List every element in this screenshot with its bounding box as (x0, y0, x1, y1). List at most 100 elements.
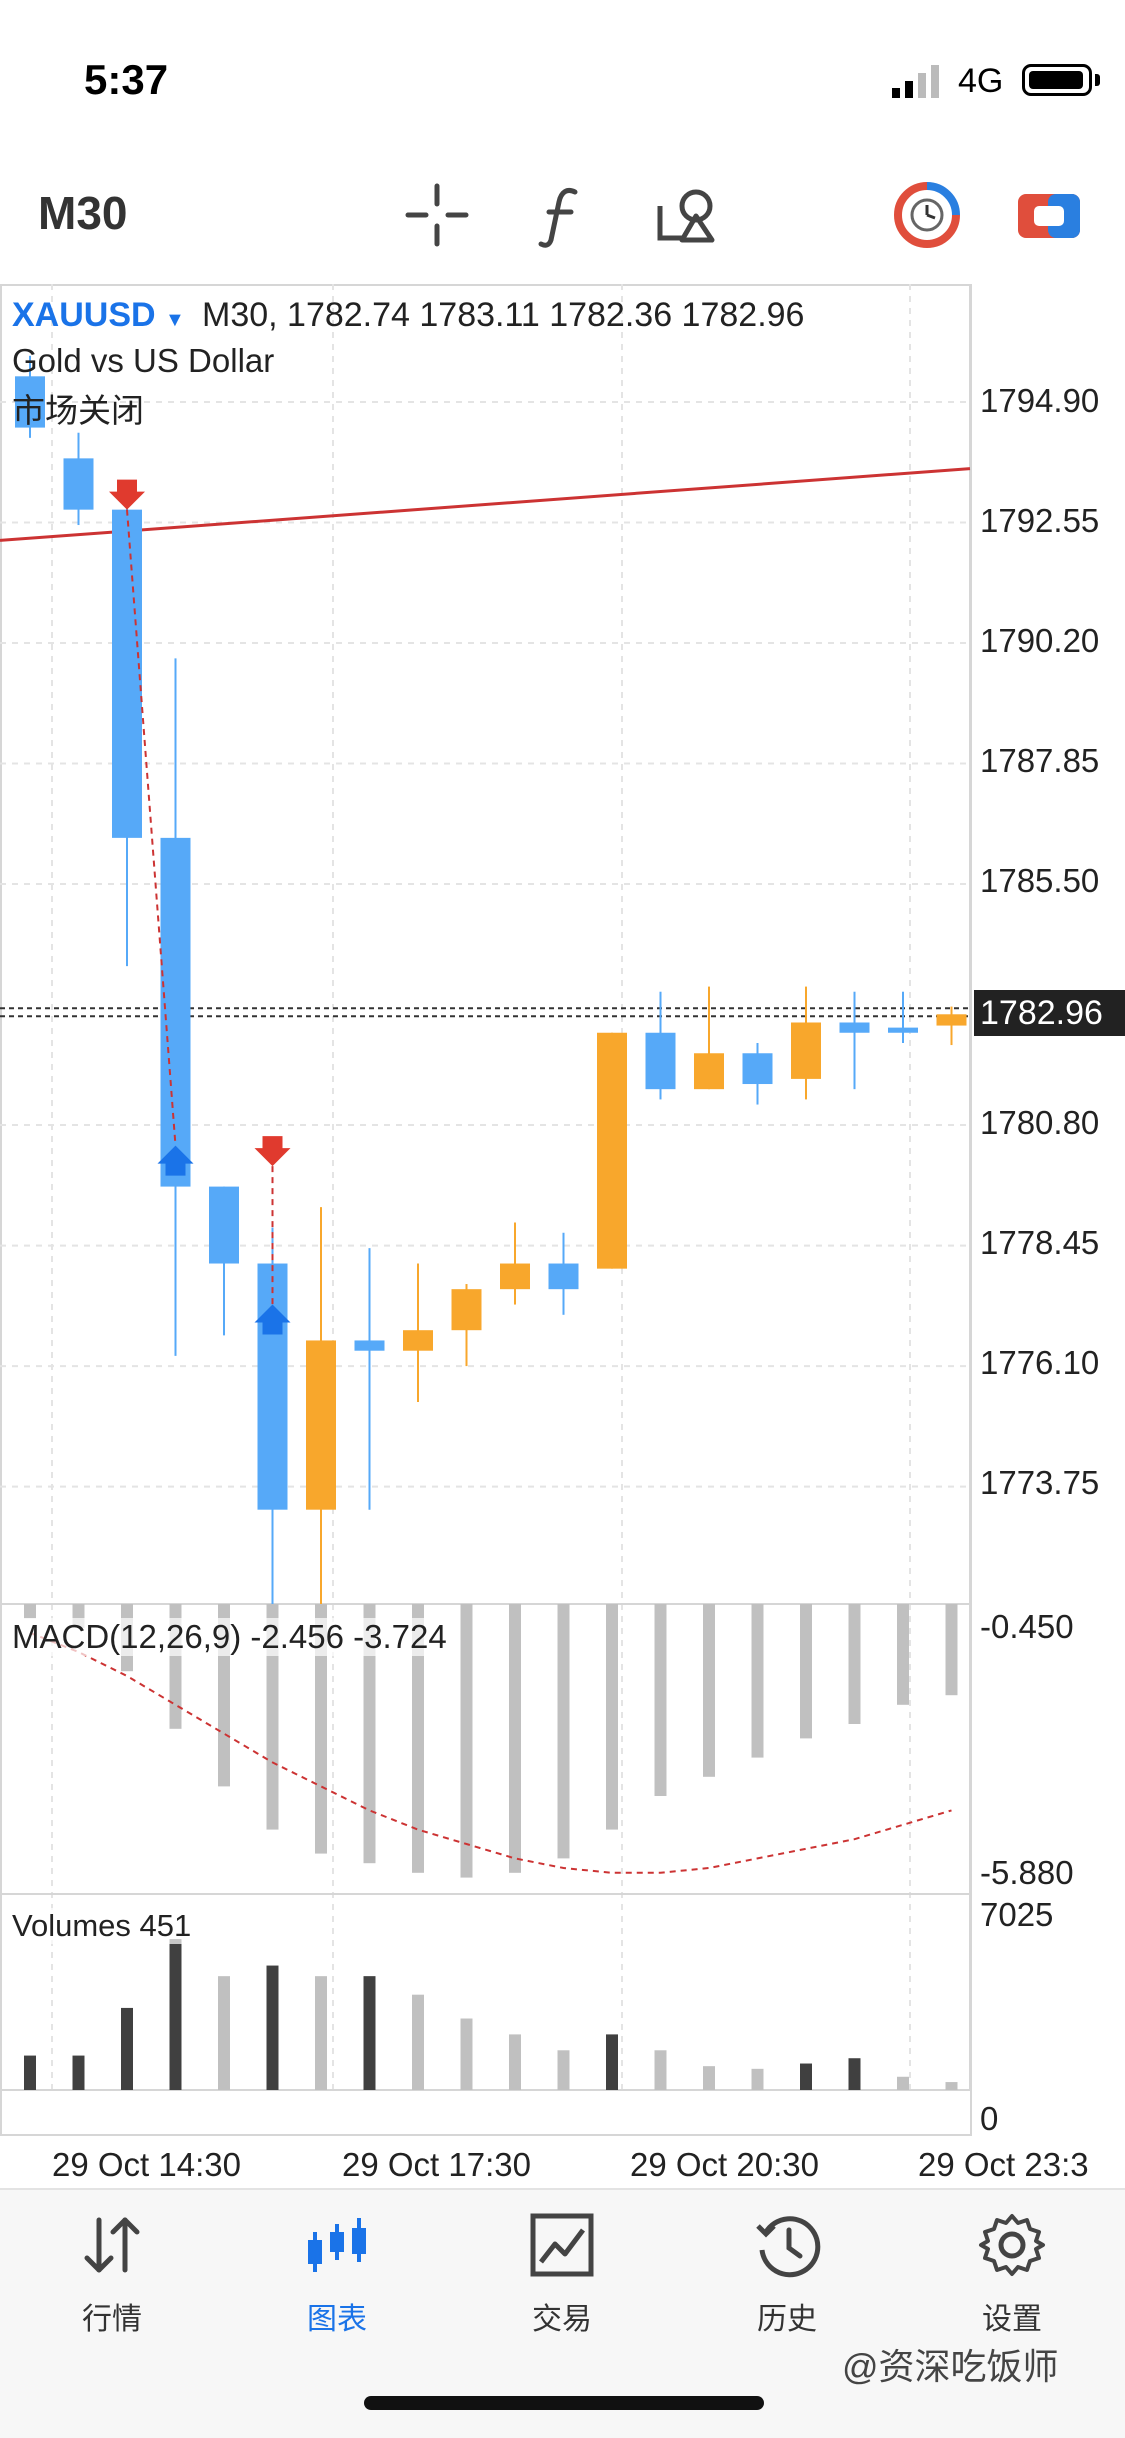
tab-settings[interactable]: 设置 (942, 2210, 1082, 2338)
time-tick: 29 Oct 23:3 (918, 2146, 1089, 2183)
volume-bar (315, 1976, 327, 2090)
dropdown-arrow-icon: ▼ (165, 309, 185, 331)
candle-body (354, 1340, 385, 1351)
time-tick: 29 Oct 20:30 (630, 2146, 819, 2183)
volume-bar (218, 1976, 230, 2090)
trade-toggle-icon[interactable] (1014, 180, 1084, 250)
volume-bar (509, 2034, 521, 2090)
price-tick: 1790.20 (980, 622, 1100, 659)
volume-bar (72, 2055, 85, 2090)
volume-bar (557, 2050, 570, 2090)
network-label: 4G (958, 62, 1004, 100)
macd-bar (24, 1604, 36, 1619)
volume-bar (24, 2055, 36, 2090)
symbol-selector[interactable]: XAUUSD ▼ (12, 296, 185, 335)
volume-bar (606, 2034, 618, 2090)
time-tick: 29 Oct 17:30 (342, 2146, 531, 2183)
volume-bar (654, 2050, 667, 2090)
tab-history[interactable]: 历史 (717, 2210, 857, 2338)
symbol-description: Gold vs US Dollar (12, 342, 275, 379)
trend-line (0, 467, 971, 542)
macd-bar (945, 1604, 958, 1696)
candle-body (63, 458, 94, 510)
market-status: 市场关闭 (12, 392, 144, 429)
history-icon (756, 2216, 821, 2278)
timeframe-button[interactable]: M30 (38, 187, 128, 239)
function-icon[interactable] (527, 180, 597, 250)
price-tick: 1780.80 (980, 1104, 1100, 1141)
candle-body (839, 1022, 870, 1033)
price-tick: 1776.10 (980, 1344, 1100, 1381)
symbol-name: XAUUSD (12, 296, 156, 334)
volume-bar (169, 1939, 182, 2090)
price-tick: 1794.90 (980, 382, 1100, 419)
trade-icon (530, 2213, 594, 2277)
macd-bar (848, 1604, 861, 1724)
candle-body (500, 1263, 530, 1290)
time-tick: 29 Oct 14:30 (52, 2146, 241, 2183)
signal-icon (892, 65, 939, 98)
quotes-icon (84, 2217, 140, 2273)
tab-chart[interactable]: 图表 (267, 2210, 407, 2338)
current-price-badge: 1782.96 (974, 990, 1125, 1036)
volume-bar (945, 2082, 958, 2090)
price-tick: 1792.55 (980, 502, 1100, 539)
macd-bar (412, 1604, 424, 1873)
macd-bar (363, 1604, 376, 1864)
candle-body (112, 509, 142, 838)
price-tick: 1778.45 (980, 1224, 1100, 1261)
candle-body (209, 1186, 239, 1264)
macd-bar (606, 1604, 618, 1830)
tab-label: 交易 (532, 2303, 592, 2336)
home-indicator[interactable] (364, 2396, 764, 2410)
macd-tick: -0.450 (980, 1608, 1074, 1645)
candle-body (306, 1340, 336, 1510)
volume-label: Volumes 451 (12, 1908, 192, 1944)
candle-body (15, 376, 45, 428)
tab-label: 图表 (307, 2303, 367, 2336)
tab-label: 历史 (757, 2303, 817, 2336)
candle-body (403, 1330, 433, 1351)
macd-bar (751, 1604, 764, 1758)
volume-bar (266, 1965, 279, 2090)
candle-body (160, 837, 191, 1187)
candle-body (791, 1022, 821, 1079)
volume-bar (703, 2066, 715, 2090)
objects-icon[interactable] (652, 180, 722, 250)
candle-body (451, 1289, 482, 1331)
price-tick: 1787.85 (980, 742, 1100, 779)
settings-icon (979, 2214, 1045, 2276)
macd-bar (800, 1604, 812, 1739)
macd-signal-line (29, 1631, 952, 1874)
buy-arrow-icon (157, 1145, 194, 1176)
macd-bar (509, 1604, 521, 1873)
candle-body (548, 1263, 579, 1290)
signal-link-line (126, 509, 177, 1146)
tab-quotes[interactable]: 行情 (42, 2210, 182, 2338)
macd-bar (703, 1604, 715, 1777)
macd-bar (654, 1604, 667, 1796)
volume-bar (363, 1976, 376, 2090)
chart-svg[interactable] (0, 284, 1125, 2136)
macd-bar (557, 1604, 570, 1859)
volume-bar (412, 1994, 424, 2090)
tab-label: 设置 (982, 2303, 1042, 2336)
volume-tick: 0 (980, 2100, 999, 2137)
candle-body (888, 1027, 918, 1033)
candle-body (936, 1014, 967, 1026)
volume-bar (460, 2018, 473, 2090)
sell-arrow-icon (254, 1136, 291, 1167)
candle-body (645, 1032, 676, 1090)
volume-bar (121, 2007, 133, 2090)
candle-body (742, 1053, 773, 1085)
tab-trade[interactable]: 交易 (492, 2210, 632, 2338)
buy-arrow-icon (254, 1304, 291, 1335)
candle-body (597, 1032, 627, 1269)
macd-tick: -5.880 (980, 1854, 1074, 1891)
crosshair-icon[interactable] (402, 180, 472, 250)
macd-bar (897, 1604, 909, 1705)
watermark-text: @资深吃饭师 (842, 2346, 1059, 2387)
trading-signals-icon[interactable] (892, 180, 962, 250)
price-tick: 1785.50 (980, 862, 1100, 899)
candle-body (694, 1053, 724, 1090)
